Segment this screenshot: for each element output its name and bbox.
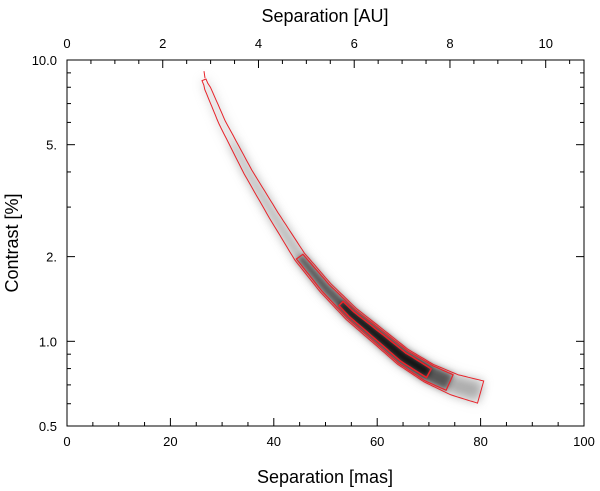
contour-lines — [201, 71, 485, 404]
left-axis-ticks: 0.5 1.0 2. 5. 10.0 — [32, 53, 75, 434]
y-tick-label: 0.5 — [39, 419, 57, 434]
x-bottom-tick-label: 100 — [573, 434, 595, 449]
y-tick-label: 2. — [46, 250, 57, 265]
top-axis-ticks: 0 2 4 6 8 10 — [63, 36, 571, 68]
x-top-tick-label: 6 — [351, 36, 358, 51]
plot-frame — [66, 59, 585, 427]
x-top-tick-label: 10 — [538, 36, 552, 51]
y-tick-label: 5. — [46, 138, 57, 153]
x-top-axis-title: Separation [AU] — [261, 6, 388, 26]
x-bottom-axis-title: Separation [mas] — [257, 467, 393, 487]
contour-stub — [203, 71, 206, 79]
x-bottom-tick-label: 0 — [63, 434, 70, 449]
density-core — [296, 254, 454, 391]
contour-middle — [295, 253, 454, 392]
x-top-tick-label: 2 — [159, 36, 166, 51]
density-peak — [338, 301, 432, 378]
x-bottom-tick-label: 60 — [370, 434, 384, 449]
y-tick-label: 10.0 — [32, 53, 57, 68]
contour-inner — [337, 300, 433, 379]
x-top-tick-label: 8 — [446, 36, 453, 51]
x-bottom-tick-label: 20 — [163, 434, 177, 449]
y-axis-title: Contrast [%] — [2, 193, 22, 292]
density-heatmap — [201, 78, 484, 405]
x-bottom-tick-label: 40 — [267, 434, 281, 449]
density-body — [230, 141, 483, 401]
density-halo — [201, 78, 484, 405]
x-top-tick-label: 0 — [63, 36, 70, 51]
bottom-axis-ticks: 0 20 40 60 80 100 — [63, 418, 595, 449]
contour-outer — [201, 78, 485, 404]
x-top-tick-label: 4 — [255, 36, 262, 51]
y-tick-label: 1.0 — [39, 334, 57, 349]
right-axis-ticks — [576, 59, 584, 427]
x-bottom-tick-label: 80 — [473, 434, 487, 449]
